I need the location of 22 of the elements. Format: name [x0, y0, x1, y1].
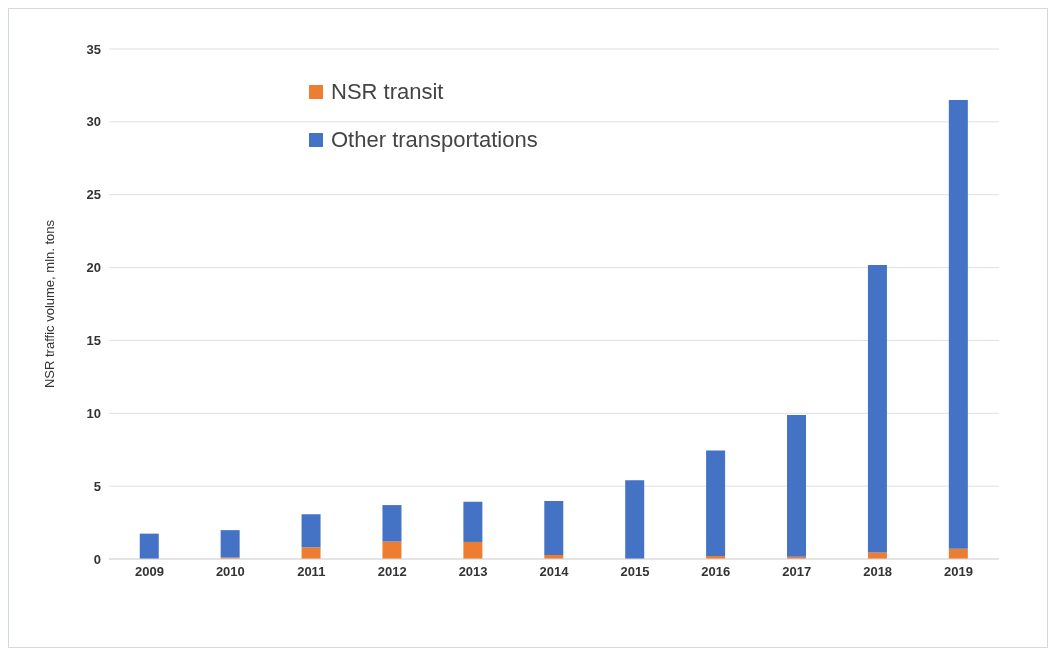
- y-tick-label: 10: [86, 405, 101, 421]
- legend-label: Other transportations: [331, 127, 538, 153]
- y-tick-label: 30: [86, 114, 101, 130]
- x-tick-label: 2010: [215, 564, 245, 580]
- x-tick-label: 2018: [863, 564, 893, 580]
- x-tick-label: 2017: [782, 564, 812, 580]
- x-tick-label: 2009: [134, 564, 164, 580]
- y-tick-label: 25: [86, 187, 101, 203]
- y-tick-label: 0: [93, 551, 101, 567]
- x-tick-label: 2011: [297, 564, 326, 580]
- legend-label: NSR transit: [331, 79, 444, 105]
- x-tick-label: 2014: [539, 564, 570, 580]
- y-tick-label: 35: [86, 41, 101, 57]
- x-tick-label: 2013: [458, 564, 488, 580]
- y-tick-label: 5: [93, 478, 101, 494]
- y-tick-label: 20: [86, 260, 101, 276]
- x-tick-label: 2012: [377, 564, 407, 580]
- x-tick-label: 2019: [944, 564, 974, 580]
- x-tick-label: 2015: [620, 564, 650, 580]
- y-tick-label: 15: [86, 333, 101, 349]
- y-axis-title: NSR traffic volume, mln. tons: [41, 219, 57, 389]
- x-tick-label: 2016: [701, 564, 731, 580]
